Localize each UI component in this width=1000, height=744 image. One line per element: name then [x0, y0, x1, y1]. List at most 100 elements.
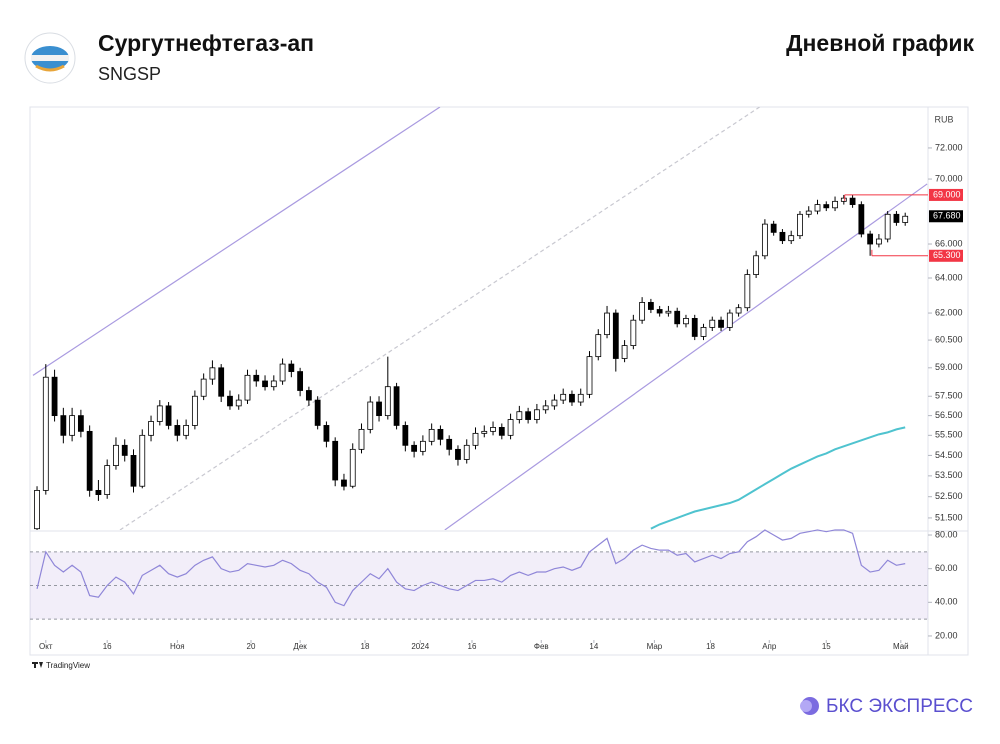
- candle-body: [376, 401, 382, 417]
- candle-body: [893, 213, 900, 223]
- candle-body: [244, 374, 251, 401]
- candle-body: [507, 419, 514, 436]
- trend-line: [32, 107, 441, 376]
- candle-body: [674, 310, 681, 325]
- candle-body: [183, 425, 190, 436]
- candle-body: [42, 376, 49, 491]
- candle-body: [516, 411, 523, 420]
- price-tag: [929, 188, 963, 201]
- candle-body: [297, 371, 304, 391]
- x-tick-label: 16: [468, 642, 477, 651]
- x-tick-label: 18: [361, 642, 370, 651]
- y-tick-label: 59.000: [935, 362, 963, 372]
- y-tick-label: 53.500: [935, 470, 963, 480]
- candle-body: [542, 405, 549, 411]
- candle-body: [797, 213, 803, 237]
- candle-body: [840, 197, 847, 202]
- candle-body: [665, 310, 672, 314]
- candle-body: [691, 318, 698, 337]
- x-tick-label: 15: [822, 642, 831, 651]
- x-tick-label: Окт: [39, 642, 53, 651]
- y-tick-label: 54.500: [935, 450, 963, 460]
- candle-body: [902, 215, 909, 223]
- candle-body: [148, 421, 154, 436]
- trend-line: [119, 107, 760, 530]
- candle-body: [498, 427, 505, 436]
- candle-body: [753, 255, 760, 275]
- candle-body: [463, 444, 470, 460]
- candle-body: [218, 367, 225, 397]
- candle-body: [121, 444, 128, 456]
- candle-body: [341, 479, 347, 487]
- candle-body: [621, 345, 628, 359]
- candle-body: [367, 401, 374, 430]
- candle-body: [165, 405, 172, 426]
- candle-body: [490, 427, 496, 432]
- price-tag: [929, 249, 963, 262]
- x-tick-label: Ноя: [170, 642, 185, 651]
- candle-body: [437, 428, 444, 440]
- last-price-tag: [929, 210, 963, 223]
- candle-body: [332, 440, 339, 481]
- candle-body: [472, 432, 479, 446]
- candle-body: [86, 430, 93, 491]
- candle-body: [51, 376, 58, 417]
- last-price-label: 67.680: [933, 211, 961, 221]
- moving-average: [650, 426, 906, 530]
- candle-body: [270, 380, 277, 388]
- candle-body: [814, 204, 821, 212]
- candle-body: [279, 363, 286, 382]
- candle-body: [113, 444, 119, 466]
- rsi-line: [36, 529, 906, 607]
- y-tick-label: 51.500: [935, 512, 963, 522]
- candle-body: [630, 319, 637, 346]
- y-tick-label: 60.500: [935, 334, 963, 344]
- candle-body: [577, 393, 584, 403]
- candle-body: [726, 312, 733, 328]
- rsi-tick-label: 20.00: [935, 630, 958, 640]
- candle-body: [60, 415, 67, 436]
- brand-mark: БКС ЭКСПРЕСС: [800, 696, 973, 717]
- candle-body: [349, 448, 356, 487]
- candle-body: [656, 309, 663, 314]
- candle-body: [191, 395, 198, 426]
- candle-body: [744, 274, 751, 309]
- y-tick-label: 70.000: [935, 173, 963, 183]
- candle-body: [647, 302, 654, 310]
- x-tick-label: 20: [247, 642, 256, 651]
- x-tick-label: 14: [589, 642, 598, 651]
- candle-body: [867, 233, 874, 245]
- candle-body: [358, 428, 365, 450]
- candle-body: [849, 197, 856, 205]
- x-tick-label: Май: [893, 642, 909, 651]
- x-tick-label: 18: [706, 642, 715, 651]
- candle-body: [428, 428, 435, 442]
- candle-body: [718, 319, 724, 328]
- candle-body: [104, 465, 111, 495]
- candle-body: [411, 444, 418, 452]
- candle-body: [156, 405, 163, 422]
- candle-body: [823, 204, 830, 209]
- candle-body: [130, 455, 137, 487]
- candle-body: [551, 399, 558, 407]
- candle-body: [770, 223, 777, 233]
- candle-body: [402, 425, 409, 446]
- x-tick-label: Фев: [534, 642, 549, 651]
- y-tick-label: 55.500: [935, 430, 963, 440]
- x-tick-label: Мар: [647, 642, 663, 651]
- candle-body: [805, 210, 812, 215]
- rsi-tick-label: 80.00: [935, 529, 958, 539]
- candle-body: [779, 231, 786, 242]
- price-tag-label: 69.000: [933, 189, 961, 199]
- candle-body: [227, 395, 233, 407]
- trend-line: [444, 183, 928, 530]
- candle-body: [533, 409, 540, 420]
- y-tick-label: 57.500: [935, 391, 963, 401]
- unit-label: RUB: [934, 114, 953, 124]
- y-tick-label: 72.000: [935, 142, 963, 152]
- candle-body: [323, 425, 330, 442]
- candle-body: [209, 367, 216, 380]
- candle-body: [788, 235, 795, 242]
- price-tag-label: 65.300: [933, 250, 961, 260]
- candle-body: [200, 378, 207, 397]
